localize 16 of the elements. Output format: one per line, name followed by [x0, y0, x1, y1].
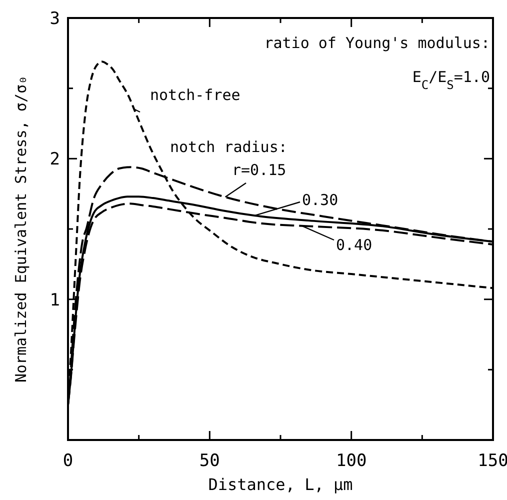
- x-tick-label: 50: [199, 451, 220, 471]
- annotation: ratio of Young's modulus:: [264, 34, 490, 52]
- annotation: E$_{C}$/E$_{S}$=1.0: [412, 68, 490, 92]
- series-label: 0.40: [336, 236, 372, 254]
- y-axis-title: Normalized Equivalent Stress, σ/σ₀: [12, 75, 30, 383]
- series-label: notch-free: [150, 86, 240, 104]
- annotation: notch radius:: [170, 138, 288, 156]
- legend-label: 0.30: [302, 191, 338, 209]
- x-tick-label: 100: [336, 451, 367, 471]
- y-tick-label: 2: [50, 150, 60, 170]
- y-tick-label: 1: [50, 290, 60, 310]
- x-axis-title: Distance, L, μm: [208, 475, 353, 494]
- series-label: r=0.15: [232, 161, 286, 179]
- y-tick-label: 3: [50, 8, 60, 29]
- x-tick-label: 0: [62, 451, 74, 471]
- x-tick-label: 150: [478, 451, 507, 471]
